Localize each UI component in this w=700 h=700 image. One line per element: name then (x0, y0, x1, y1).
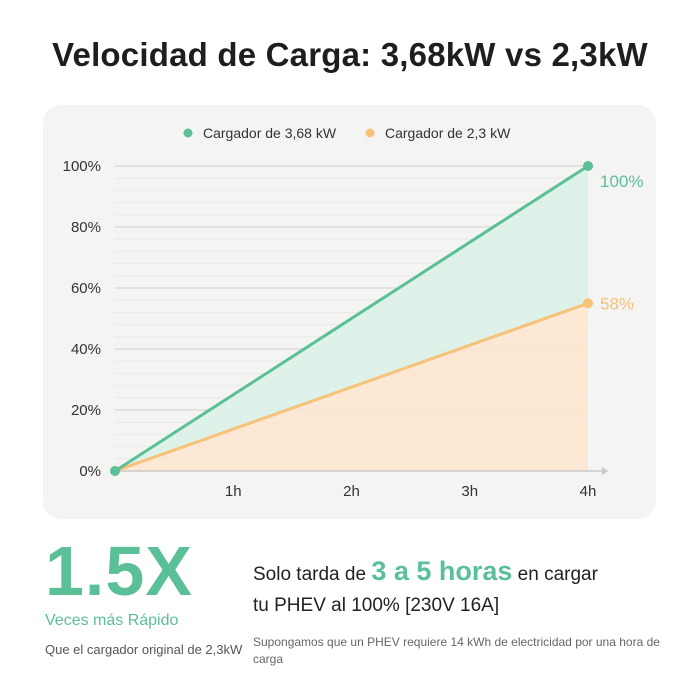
legend-marker-3-68kw (183, 128, 193, 138)
series-line-3-68kw (113, 164, 590, 473)
charge-target-line: tu PHEV al 100% [230V 16A] (253, 595, 500, 616)
speed-multiplier: 1.5X (45, 532, 193, 610)
chart-panel: 100% 58% 0% 20% 40% 60% 80% 100% 1h 2h 3h 4h Cargado… (43, 105, 656, 519)
series-line-2-3kw (113, 301, 590, 473)
y-tick-label: 60% (71, 280, 101, 297)
legend-marker-2-3kw (365, 128, 375, 138)
charge-time-line: Solo tarda de 3 a 5 horas en cargar (253, 556, 598, 587)
charge-time-prefix: Solo tarda de (253, 564, 372, 585)
footnote: Supongamos que un PHEV requiere 14 kWh d… (253, 635, 660, 666)
x-tick-label: 1h (225, 483, 242, 500)
x-tick-label: 4h (580, 483, 597, 500)
y-tick-label: 100% (63, 158, 101, 175)
end-label-3-68kw: 100% (600, 172, 643, 191)
charging-chart: 100% 58% 0% 20% 40% 60% 80% 100% 1h 2h 3h 4h Cargado… (63, 125, 644, 500)
x-tick-label: 3h (461, 483, 478, 500)
x-axis-arrow (602, 467, 608, 475)
legend-label-2-3kw: Cargador de 2,3 kW (385, 125, 511, 141)
x-tick-label: 2h (343, 483, 360, 500)
y-tick-label: 20% (71, 402, 101, 419)
y-tick-label: 80% (71, 219, 101, 236)
y-tick-label: 40% (71, 341, 101, 358)
page-title: Velocidad de Carga: 3,68kW vs 2,3kW (52, 36, 648, 73)
end-point-2-3kw (583, 298, 593, 309)
end-label-2-3kw: 58% (600, 294, 634, 313)
start-point (110, 466, 120, 476)
comparison-text: Que el cargador original de 2,3kW (45, 642, 243, 657)
legend-label-3-68kw: Cargador de 3,68 kW (203, 125, 337, 141)
charge-time-suffix: en cargar (512, 564, 598, 585)
y-tick-label: 0% (79, 463, 101, 480)
speed-caption: Veces más Rápido (45, 612, 179, 629)
charge-time-highlight: 3 a 5 horas (371, 556, 513, 586)
end-point-3-68kw (583, 161, 593, 171)
